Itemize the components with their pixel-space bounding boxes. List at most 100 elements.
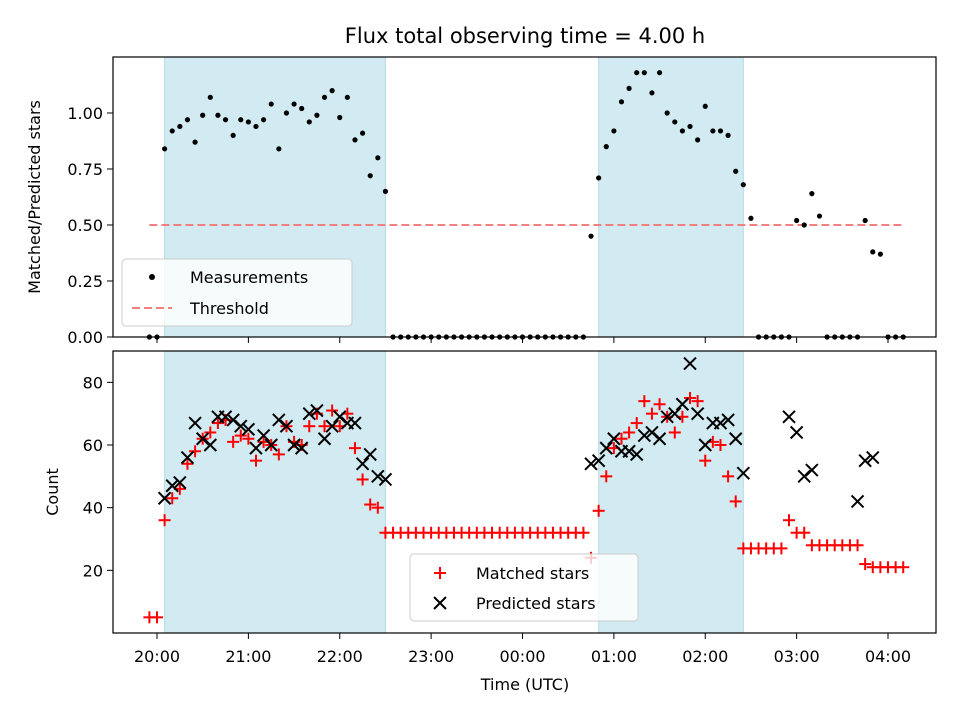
predicted-star-mark-b — [584, 457, 598, 471]
matched-star-point — [722, 470, 735, 483]
matched-star-point — [615, 432, 628, 445]
matched-star-point — [691, 395, 704, 408]
measurement-point — [306, 119, 312, 125]
measurement-point — [626, 85, 632, 91]
matched-star-point — [303, 420, 316, 433]
matched-star-point — [630, 417, 643, 430]
predicted-star-mark-b — [363, 447, 377, 462]
measurement-point — [375, 155, 381, 161]
predicted-star-point — [294, 441, 309, 455]
matched-star-point — [623, 426, 636, 439]
measurement-point — [801, 222, 807, 228]
predicted-star-mark-b — [675, 397, 690, 411]
predicted-star-point — [348, 416, 362, 430]
predicted-star-point — [363, 447, 377, 462]
matched-star-point — [272, 448, 285, 461]
bottom-chart-x-ticks: 20:00 21:00 22:00 23:00 00:00 01:00 02:00 03:00… — [134, 633, 911, 666]
predicted-star-point — [850, 494, 865, 509]
predicted-star-mark-b — [333, 410, 347, 424]
predicted-star-point — [355, 457, 370, 471]
measurement-point — [344, 94, 350, 100]
predicted-star-mark-b — [165, 479, 179, 493]
measurement-point — [245, 119, 251, 125]
bottom-legend-marker-matched — [434, 567, 446, 579]
matched-star-point — [668, 426, 681, 439]
matched-star-point — [714, 439, 727, 451]
predicted-star-point — [690, 406, 705, 421]
measurement-point — [314, 112, 320, 118]
top-shaded-interval — [598, 56, 744, 338]
bottom-chart-frame — [112, 350, 937, 634]
matched-star-point — [326, 404, 339, 417]
predicted-star-point — [668, 406, 682, 421]
measurement-point — [321, 94, 328, 100]
matched-star-point — [151, 611, 163, 624]
measurement-point — [367, 173, 373, 179]
predicted-star-mark-b — [599, 441, 613, 455]
bottom-legend-label-matched: Matched stars — [476, 564, 589, 583]
predicted-star-point — [218, 410, 233, 424]
measurement-point — [382, 188, 389, 194]
predicted-star-mark-b — [317, 432, 332, 446]
measurement-point — [656, 70, 663, 76]
bottom-x-tick-label: 23:00 — [408, 647, 454, 666]
predicted-star-point — [652, 432, 667, 446]
predicted-star-mark-b — [249, 441, 263, 455]
matched-star-point — [859, 558, 872, 571]
top-chart-y-axis-label: Matched/Predicted stars — [25, 100, 44, 294]
predicted-star-mark-b — [302, 406, 316, 421]
bottom-legend-box — [409, 553, 639, 622]
predicted-star-point — [256, 428, 271, 443]
measurement-point — [687, 123, 693, 130]
predicted-star-mark-b — [683, 356, 697, 371]
measurement-point — [215, 112, 221, 118]
measurement-point — [588, 233, 594, 239]
predicted-star-mark-b — [850, 494, 865, 509]
predicted-star-point — [858, 453, 872, 468]
bottom-x-tick-label: 04:00 — [865, 647, 911, 666]
predicted-star-point — [203, 438, 218, 452]
predicted-star-mark-b — [226, 413, 240, 427]
measurement-point — [672, 119, 678, 125]
predicted-star-point — [622, 444, 636, 458]
measurement-point — [596, 175, 602, 181]
measurement-point — [283, 110, 290, 116]
bottom-x-tick-label: 00:00 — [499, 647, 545, 666]
matched-star-point — [371, 501, 384, 514]
matched-star-point — [638, 395, 651, 408]
top-y-tick-label: 0.75 — [67, 160, 103, 179]
matched-star-point — [204, 426, 217, 439]
measurement-point — [870, 249, 876, 255]
predicted-star-mark-b — [713, 416, 728, 430]
bottom-x-tick-label: 03:00 — [774, 647, 820, 666]
measurement-point — [299, 105, 305, 112]
measurement-point — [276, 146, 282, 152]
predicted-star-mark-b — [180, 450, 195, 465]
measurement-point — [862, 217, 868, 224]
measurement-point — [725, 132, 731, 138]
top-y-tick-label: 0.25 — [67, 272, 103, 291]
predicted-star-mark-b — [736, 466, 751, 480]
bottom-legend-marker-predicted — [433, 596, 447, 610]
predicted-star-point — [591, 453, 606, 468]
predicted-star-mark-b — [294, 441, 309, 455]
top-chart-x-ticks — [156, 337, 889, 343]
predicted-star-mark-b — [378, 472, 393, 487]
measurement-point — [329, 88, 335, 94]
measurement-point — [200, 112, 206, 118]
predicted-star-point — [660, 410, 674, 424]
predicted-star-point — [630, 447, 644, 462]
bottom-x-tick-label: 21:00 — [225, 647, 271, 666]
predicted-star-point — [249, 441, 263, 455]
top-chart-panel: 0.00 0.25 0.50 0.75 1.00 Matched/Predicted s… — [25, 56, 937, 347]
matched-star-point — [851, 539, 864, 552]
matched-star-point — [356, 473, 369, 486]
top-chart-legend: Measurements Threshold — [121, 258, 353, 327]
predicted-star-mark-b — [279, 419, 294, 433]
measurement-point — [230, 132, 236, 138]
measurement-point — [238, 117, 244, 123]
measurement-point — [702, 103, 708, 109]
predicted-star-mark-b — [622, 444, 636, 458]
predicted-star-point — [188, 416, 202, 430]
measurement-point — [162, 146, 168, 152]
